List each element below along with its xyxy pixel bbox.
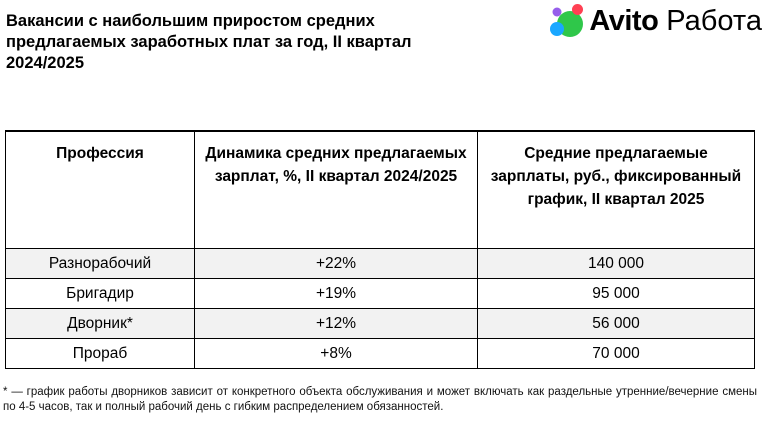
logo-brand-text: Avito (589, 5, 659, 37)
avito-rabota-logo: Avito Работа (549, 4, 762, 38)
cell-change: +22% (194, 248, 478, 279)
cell-profession: Разнорабочий (5, 248, 195, 279)
logo-dot-purple (552, 7, 562, 17)
cell-profession: Дворник* (5, 308, 195, 339)
cell-salary: 140 000 (477, 248, 755, 279)
table-row: Прораб +8% 70 000 (5, 338, 755, 369)
page-title: Вакансии с наибольшим приростом средних … (6, 12, 412, 72)
table-row: Дворник* +12% 56 000 (5, 308, 755, 339)
salary-table: Профессия Динамика средних предлагаемых … (5, 130, 755, 369)
table-row: Бригадир +19% 95 000 (5, 278, 755, 309)
footnote: * — график работы дворников зависит от к… (3, 386, 757, 413)
cell-change: +12% (194, 308, 478, 339)
header-profession: Профессия (5, 130, 195, 249)
table-header-row: Профессия Динамика средних предлагаемых … (5, 130, 755, 249)
cell-salary: 56 000 (477, 308, 755, 339)
logo-dot-blue (550, 22, 565, 36)
logo-dot-red (572, 4, 584, 15)
cell-change: +19% (194, 278, 478, 309)
cell-change: +8% (194, 338, 478, 369)
header-average-salary: Средние предлагаемые зарплаты, руб., фик… (477, 130, 755, 249)
cell-profession: Бригадир (5, 278, 195, 309)
cell-profession: Прораб (5, 338, 195, 369)
header-salary-change: Динамика средних предлагаемых зарплат, %… (194, 130, 478, 249)
cell-salary: 70 000 (477, 338, 755, 369)
cell-salary: 95 000 (477, 278, 755, 309)
table-row: Разнорабочий +22% 140 000 (5, 248, 755, 279)
logo-product-text: Работа (666, 5, 762, 37)
avito-dots-icon (550, 4, 584, 37)
